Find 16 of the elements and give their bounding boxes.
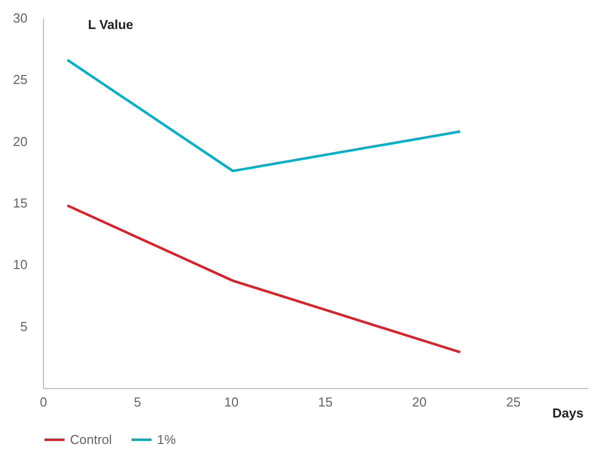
y-tick-label: 15 (13, 196, 28, 210)
x-tick-label: 25 (506, 394, 521, 410)
legend-label: Control (70, 432, 112, 447)
y-tick-label: 20 (13, 134, 28, 149)
x-axis-title: Days (552, 406, 584, 420)
legend-label: 1% (157, 432, 176, 447)
y-tick-label: 5 (20, 318, 28, 334)
y-tick-label: 10 (13, 257, 28, 272)
x-tick-label: 10 (224, 394, 239, 410)
chart-title: L Value (88, 17, 134, 32)
x-tick-label: 0 (40, 394, 48, 410)
x-tick-label: 15 (318, 394, 333, 410)
y-tick-label: 30 (13, 10, 28, 26)
x-tick-label: 20 (412, 394, 427, 410)
y-tick-label: 25 (13, 72, 28, 88)
x-tick-label: 5 (134, 394, 142, 410)
